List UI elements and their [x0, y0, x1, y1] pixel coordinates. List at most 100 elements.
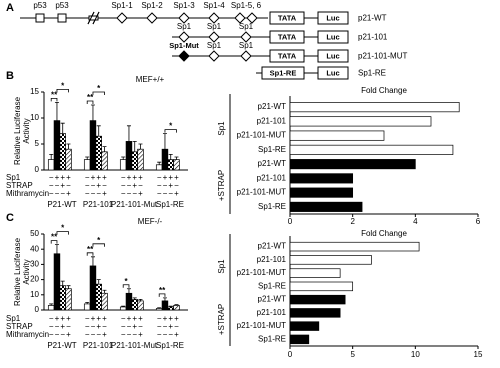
- x-tick-label: 15: [474, 350, 483, 359]
- treatment-sign: +: [60, 173, 65, 182]
- bar: [289, 241, 420, 252]
- break-gap: [88, 15, 99, 21]
- treatment-sign: −: [49, 181, 54, 190]
- bar: [155, 164, 163, 171]
- bar: [59, 133, 66, 171]
- site-label: Sp1: [207, 41, 222, 50]
- error-bar: [66, 285, 71, 289]
- significance-label: *: [61, 224, 65, 233]
- site-label: Sp1: [239, 22, 254, 31]
- y-tick-label: p21-WT: [258, 159, 287, 168]
- error-bar: [126, 288, 131, 294]
- bar: [289, 294, 346, 305]
- site-label: Sp1-1: [111, 1, 133, 10]
- treatment-sign: −: [49, 322, 54, 331]
- group-label: Sp1: [217, 121, 226, 136]
- group-label: +STRAP: [217, 304, 226, 335]
- construct-name: Sp1-RE: [358, 69, 386, 78]
- treatment-sign: −: [163, 181, 168, 190]
- treatment-sign: −: [85, 173, 90, 182]
- luc-box: [317, 66, 349, 80]
- error-bar: [138, 143, 143, 150]
- x-tick-label: P21-101: [83, 200, 114, 209]
- bar: [289, 281, 354, 292]
- y-tick-label: 5: [35, 139, 40, 148]
- treatment-sign: +: [127, 314, 132, 323]
- treatment-sign: +: [163, 173, 168, 182]
- error-bar: [162, 297, 167, 301]
- bar: [161, 148, 169, 171]
- treatment-sign: +: [66, 330, 71, 339]
- x-tick-label: 4: [413, 217, 418, 226]
- sp1-site: [240, 50, 252, 62]
- treatment-sign: +: [168, 181, 173, 190]
- y-tick-label: p21-WT: [258, 102, 287, 111]
- significance-bracket: [50, 240, 58, 244]
- treatment-sign: −: [127, 330, 132, 339]
- treatment-sign: −: [55, 189, 60, 198]
- treatment-sign: −: [49, 314, 54, 323]
- bar: [53, 253, 61, 311]
- treatment-sign: −: [85, 181, 90, 190]
- bar: [59, 285, 66, 311]
- treatment-sign: +: [60, 314, 65, 323]
- treatment-sign: +: [96, 173, 101, 182]
- treatment-sign: −: [138, 322, 143, 331]
- y-tick-label: Sp1-RE: [258, 202, 286, 211]
- bar: [89, 265, 97, 311]
- treatment-sign: −: [132, 330, 137, 339]
- box-label: TATA: [278, 32, 297, 41]
- y-tick-label: 10: [30, 113, 39, 122]
- sp1-site: [246, 12, 258, 24]
- group-label: +STRAP: [217, 170, 226, 201]
- bar: [289, 116, 432, 127]
- treatment-sign: −: [163, 322, 168, 331]
- treatment-sign: −: [66, 181, 71, 190]
- error-bar: [49, 303, 54, 306]
- treatment-sign: −: [121, 322, 126, 331]
- treatment-sign: −: [163, 330, 168, 339]
- x-tick-label: P21-WT: [47, 200, 76, 209]
- treatment-sign: −: [49, 173, 54, 182]
- treatment-sign: +: [138, 189, 143, 198]
- treatment-sign: +: [168, 173, 173, 182]
- significance-label: **: [87, 93, 94, 102]
- treatment-name: Sp1: [6, 314, 21, 323]
- treatment-sign: +: [132, 322, 137, 331]
- bar: [289, 308, 341, 318]
- treatment-sign: +: [66, 314, 71, 323]
- bar: [83, 159, 91, 171]
- sp1-site: [208, 31, 220, 43]
- treatment-sign: +: [102, 173, 107, 182]
- y-tick-label: p21-101: [257, 116, 287, 125]
- significance-bracket: [122, 284, 130, 288]
- site-label: Sp1-2: [141, 1, 163, 10]
- treatment-sign: −: [91, 189, 96, 198]
- treatment-sign: −: [85, 189, 90, 198]
- sp1-site: [116, 12, 128, 24]
- treatment-name: STRAP: [6, 181, 33, 190]
- bar: [289, 159, 416, 170]
- luc-box: [317, 11, 349, 25]
- bar: [101, 292, 108, 311]
- treatment-sign: +: [138, 314, 143, 323]
- treatment-sign: −: [85, 330, 90, 339]
- treatment-sign: +: [174, 189, 179, 198]
- significance-bracket: [86, 100, 94, 104]
- y-axis-label: Activity: [22, 118, 31, 143]
- error-bar: [168, 154, 173, 160]
- subtitle: MEF-/-: [138, 217, 163, 226]
- treatment-sign: −: [55, 322, 60, 331]
- error-bar: [174, 304, 179, 306]
- treatment-sign: +: [91, 173, 96, 182]
- site-label: Sp1: [239, 41, 254, 50]
- treatment-sign: +: [60, 181, 65, 190]
- error-bar: [157, 161, 162, 165]
- treatment-sign: −: [91, 181, 96, 190]
- treatment-sign: −: [49, 330, 54, 339]
- y-tick-label: p21-101-MUT: [237, 188, 286, 197]
- error-bar: [126, 125, 131, 142]
- treatment-sign: −: [55, 181, 60, 190]
- bar: [289, 173, 354, 184]
- sp1-site: [178, 31, 190, 43]
